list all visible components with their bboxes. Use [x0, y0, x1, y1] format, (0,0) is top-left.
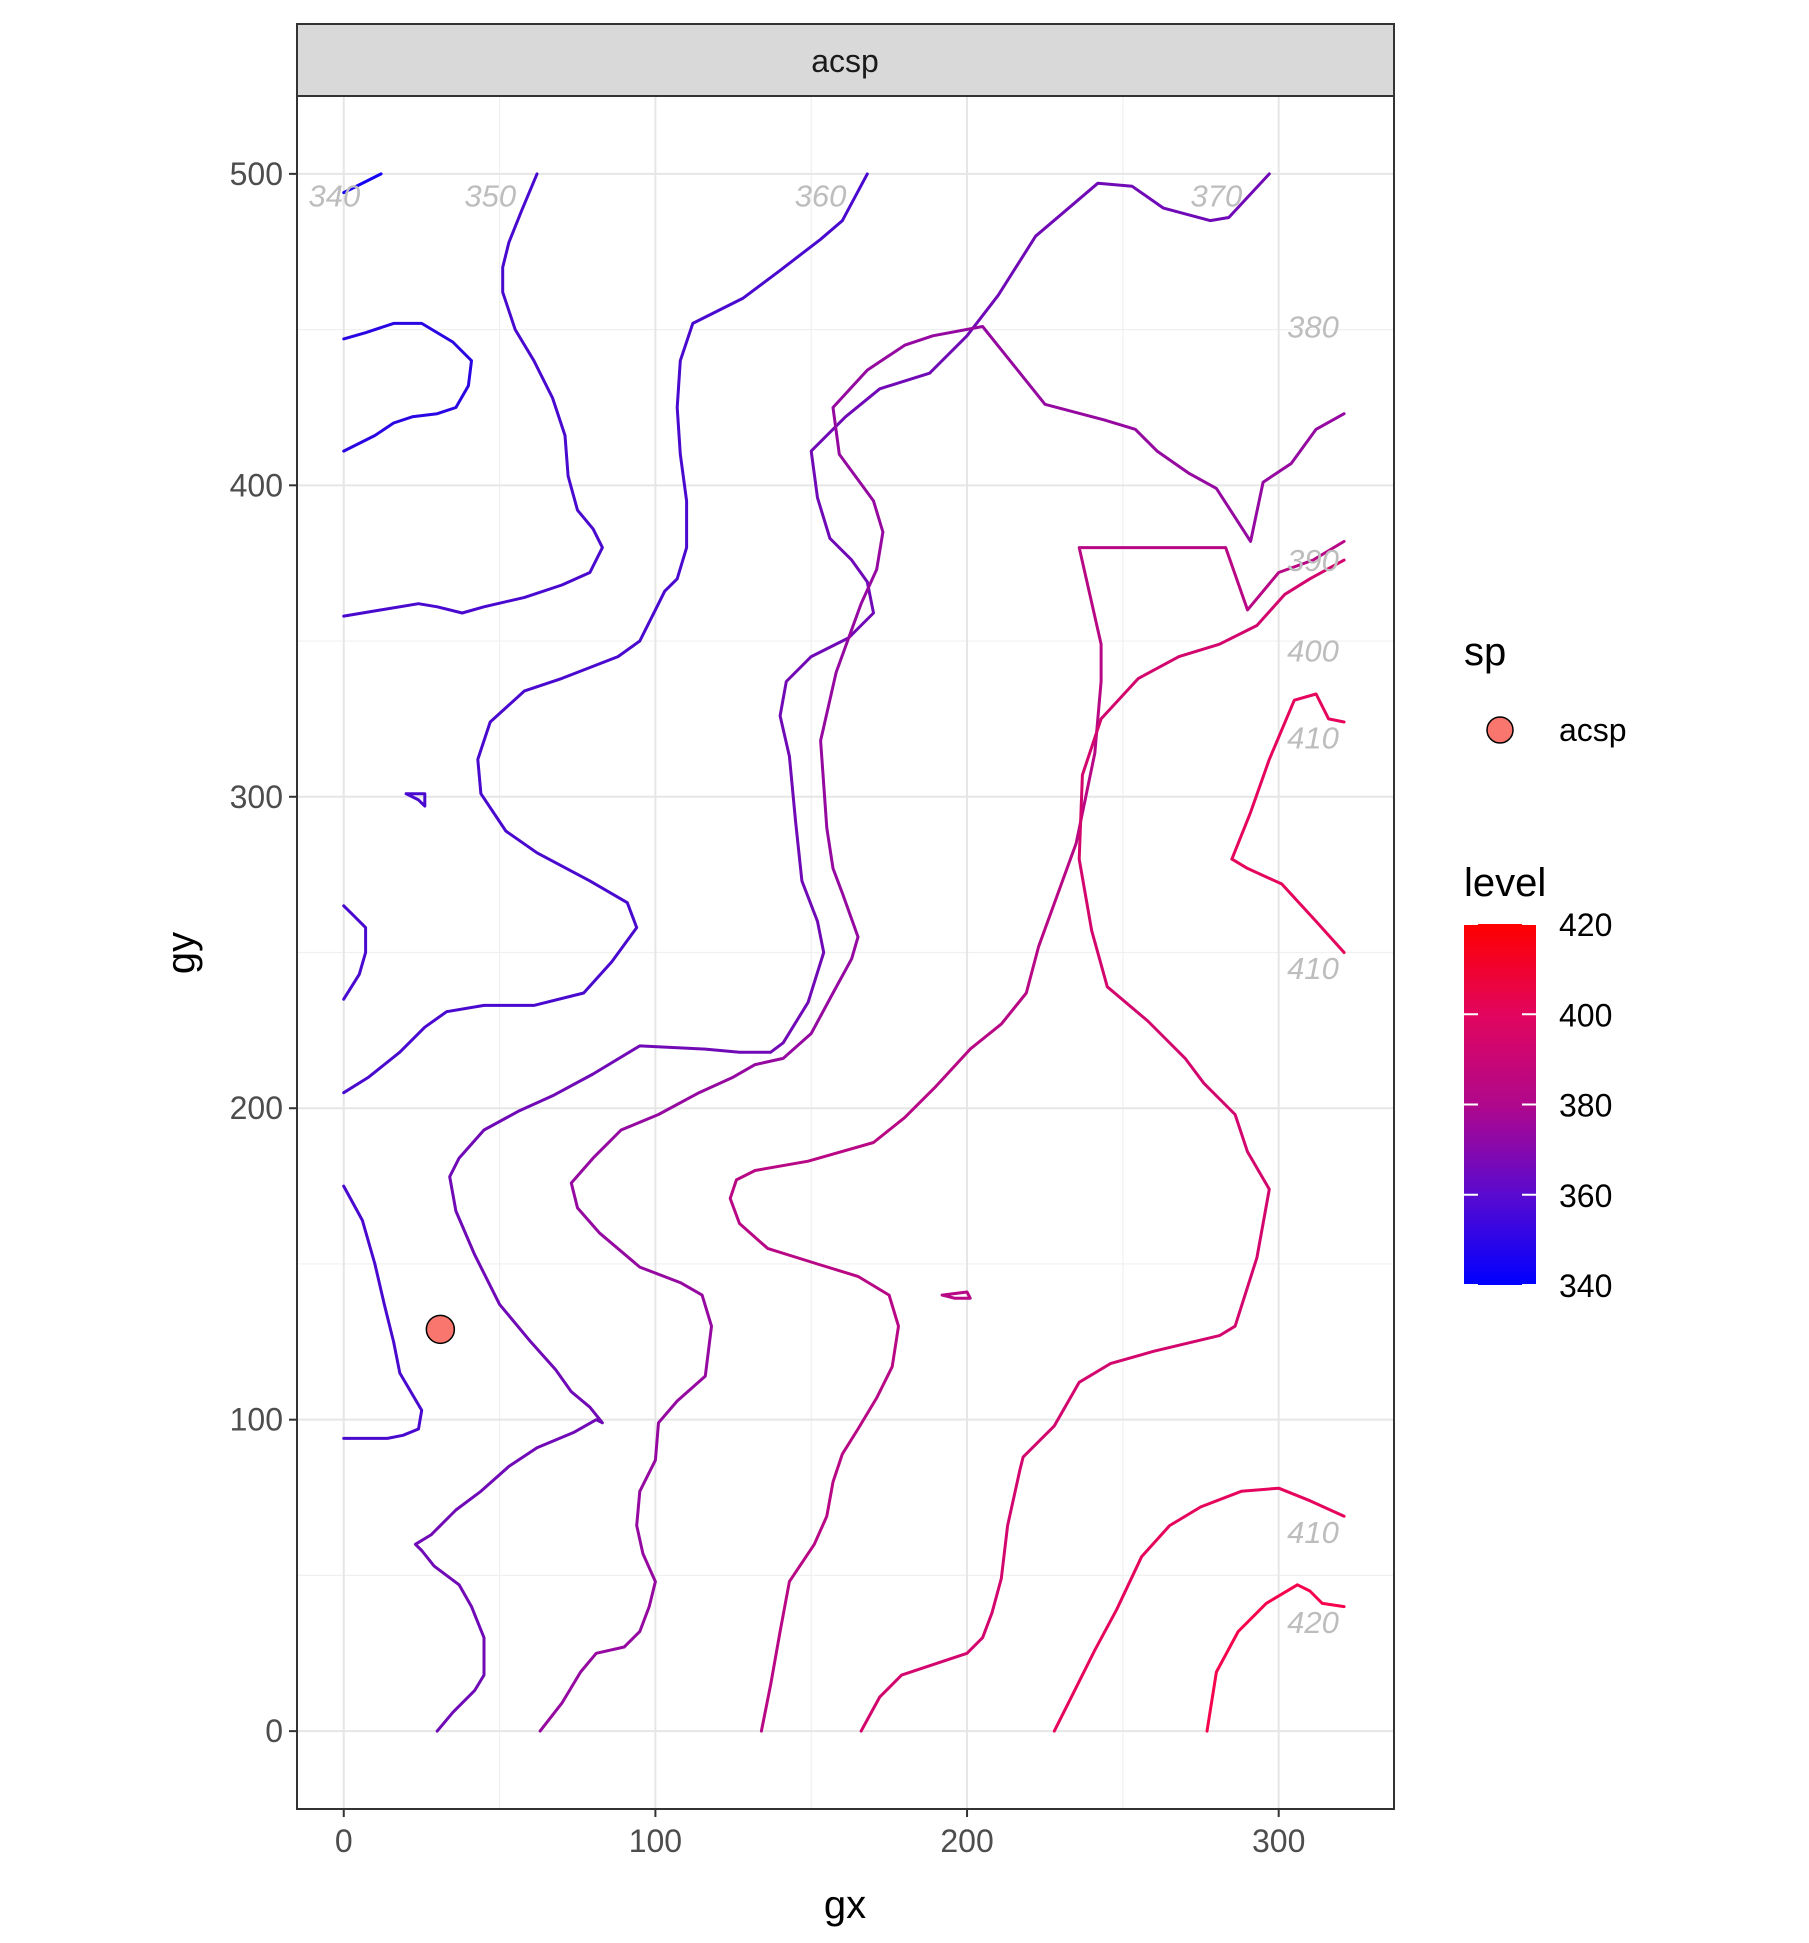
contour-line-380: [728, 539, 1346, 1733]
y-tick-label: 0: [265, 1713, 283, 1749]
contour-label: 410: [1287, 1515, 1339, 1550]
contour-label: 360: [795, 179, 847, 214]
contour-line-400: [1052, 1486, 1346, 1733]
contour-line-340: [342, 172, 383, 195]
legend-level: level 420 400 380 360 340: [1464, 861, 1612, 1304]
contour-label: 410: [1287, 951, 1339, 986]
y-tick-label: 100: [230, 1402, 283, 1438]
contour-line-350: [404, 792, 427, 808]
legend-sp: sp acsp: [1464, 630, 1627, 748]
x-tick-label: 0: [335, 1823, 353, 1859]
data-points: [425, 1314, 456, 1345]
legend-sp-key: [1486, 716, 1514, 744]
contour-line-350: [342, 172, 604, 618]
contour-line-380: [940, 1290, 972, 1300]
legend-sp-title: sp: [1464, 630, 1506, 674]
y-tick-label: 300: [230, 779, 283, 815]
contour-line-390: [859, 558, 1346, 1733]
x-axis-title: gx: [824, 1883, 866, 1927]
legend-level-label: 340: [1559, 1268, 1612, 1304]
x-tick-label: 100: [629, 1823, 682, 1859]
legend-level-label: 400: [1559, 997, 1612, 1033]
plot-panel-border: [296, 95, 1395, 1810]
x-tick-label: 300: [1252, 1823, 1305, 1859]
data-point-acsp: [425, 1314, 456, 1345]
x-tick-label: 200: [940, 1823, 993, 1859]
legend-level-label: 360: [1559, 1178, 1612, 1214]
contour-label: 380: [1287, 309, 1339, 344]
y-axis: 0 100 200 300 400 500: [230, 156, 297, 1749]
y-tick-label: 500: [230, 156, 283, 192]
contour-line-350: [342, 172, 869, 1095]
y-tick-label: 400: [230, 467, 283, 503]
legend-level-title: level: [1464, 861, 1546, 905]
legend-level-label: 420: [1559, 907, 1612, 943]
contour-label: 370: [1190, 179, 1242, 214]
contour-line-340: [342, 321, 473, 453]
contour-label: 340: [309, 179, 361, 214]
contour-label: 420: [1287, 1605, 1339, 1640]
contour-label: 410: [1287, 721, 1339, 756]
contour-label: 390: [1287, 543, 1339, 578]
contour-line-400: [1230, 857, 1346, 954]
contour-line-400: [1230, 692, 1346, 861]
y-axis-title: gy: [159, 932, 203, 974]
facet-strip-label: acsp: [811, 43, 879, 79]
contour-labels: 340 350 360 370 380 390 400 410 410 410 420: [309, 179, 1339, 1640]
legend-sp-label: acsp: [1559, 712, 1627, 748]
legend-level-label: 380: [1559, 1088, 1612, 1124]
contour-line-350: [342, 904, 368, 1001]
contour-lines: [342, 172, 1346, 1733]
facet-strip: [296, 23, 1395, 97]
contour-line-360: [413, 172, 1271, 1733]
contour-line-370: [538, 325, 1346, 1733]
contour-label: 400: [1287, 633, 1339, 668]
grid-major: [297, 96, 1394, 1809]
y-tick-label: 200: [230, 1090, 283, 1126]
x-axis: 0 100 200 300: [335, 1809, 1305, 1859]
legend-level-breaks: 420 400 380 360 340: [1464, 907, 1612, 1304]
contour-line-350: [342, 1184, 424, 1440]
contour-line-410: [1205, 1583, 1346, 1733]
contour-label: 350: [464, 179, 516, 214]
